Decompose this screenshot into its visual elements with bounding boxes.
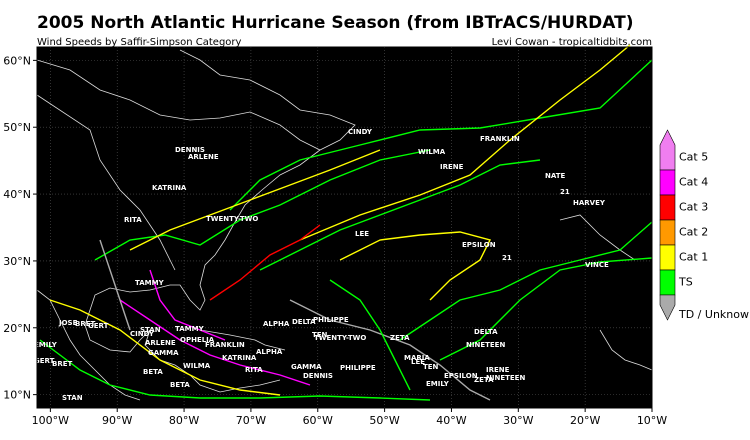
storm-label: EMILY (34, 341, 58, 349)
storm-label: EPSILON (444, 372, 478, 380)
storm-label: TEN (312, 331, 328, 339)
y-tick-label: 40°N (3, 188, 31, 201)
storm-tracks (39, 44, 653, 401)
storm-label: PHILIPPE (313, 316, 349, 324)
storm-label: GERT (88, 322, 109, 330)
storm-label: BETA (170, 381, 190, 389)
legend-swatch (659, 219, 676, 246)
legend-swatch (659, 169, 676, 196)
storm-label: ALPHA (256, 348, 283, 356)
storm-label: CINDY (130, 330, 155, 338)
storm-label: WILMA (183, 362, 211, 370)
storm-label: IRENE (486, 366, 510, 374)
storm-label: ZETA (474, 376, 494, 384)
storm-label: KATRINA (222, 354, 257, 362)
y-tick-label: 10°N (3, 389, 31, 402)
storm-label: NINETEEN (486, 374, 525, 382)
storm-label: OPHELIA (180, 336, 215, 344)
storm-label: WILMA (418, 148, 446, 156)
map-background (37, 47, 652, 408)
legend-swatch (659, 269, 676, 296)
storm-label: BETA (143, 368, 163, 376)
storm-label: ARLENE (188, 153, 219, 161)
y-tick-label: 60°N (3, 54, 31, 67)
x-tick-label: 90°W (102, 414, 132, 427)
storm-label: GERT (34, 357, 55, 365)
storm-label: DELTA (474, 328, 498, 336)
storm-label: JOSE (58, 319, 78, 327)
storm-label: VINCE (585, 261, 609, 269)
legend-label: Cat 5 (679, 151, 708, 164)
map-frame (36, 46, 653, 409)
storm-label: BRET (75, 320, 96, 328)
storm-label: CINDY (348, 128, 373, 136)
subtitle: Wind Speeds by Saffir-Simpson Category (37, 37, 242, 48)
storm-label: TEN (423, 363, 439, 371)
x-tick-label: 50°W (369, 414, 399, 427)
x-tick-label: 30°W (503, 414, 533, 427)
storm-label: TAMMY (135, 279, 165, 287)
legend-label: Cat 2 (679, 226, 708, 239)
title: 2005 North Atlantic Hurricane Season (fr… (37, 13, 634, 33)
storm-label: FRANKLIN (205, 341, 245, 349)
storm-label: NINETEEN (466, 341, 505, 349)
storm-label: NATE (545, 172, 566, 180)
credit: Levi Cowan - tropicaltidbits.com (492, 37, 652, 48)
x-tick-label: 20°W (570, 414, 600, 427)
storm-label: DENNIS (303, 372, 333, 380)
storm-label: GAMMA (291, 363, 322, 371)
storm-label: RITA (124, 216, 142, 224)
storm-label: FRANKLIN (480, 135, 520, 143)
y-tick-label: 30°N (3, 255, 31, 268)
storm-label: TWENTY-TWO (206, 215, 258, 223)
x-tick-label: 40°W (436, 414, 466, 427)
x-tick-label: 100°W (32, 414, 69, 427)
legend-label: Cat 4 (679, 176, 708, 189)
legend-label: Cat 1 (679, 251, 708, 264)
storm-label: TAMMY (175, 325, 205, 333)
legend-label: TS (678, 276, 693, 289)
storm-label: STAN (140, 326, 161, 334)
y-tick-label: 20°N (3, 322, 31, 335)
legend-swatch (659, 129, 676, 171)
storm-label: RITA (245, 366, 263, 374)
storm-label: ARLENE (145, 339, 176, 347)
storm-label: DENNIS (175, 146, 205, 154)
storm-label: GAMMA (148, 349, 179, 357)
storm-label: BRET (52, 360, 73, 368)
storm-label: HARVEY (573, 199, 606, 207)
storm-label: ZETA (390, 334, 410, 342)
storm-label: KATRINA (152, 184, 187, 192)
legend-label: Cat 3 (679, 201, 708, 214)
storm-label: 21 (502, 254, 512, 262)
storm-label: IRENE (440, 163, 464, 171)
legend-swatch (659, 294, 676, 321)
y-tick-label: 50°N (3, 121, 31, 134)
storm-label: EPSILON (462, 241, 496, 249)
storm-label: MARIA (404, 354, 430, 362)
x-tick-label: 70°W (236, 414, 266, 427)
storm-label: LEE (411, 358, 425, 366)
x-tick-label: 60°W (303, 414, 333, 427)
storm-label: STAN (62, 394, 83, 402)
storm-label: LEE (355, 230, 369, 238)
storm-label: TWENTY-TWO (314, 334, 366, 342)
coastline (36, 49, 653, 401)
legend-swatch (659, 194, 676, 221)
legend-swatch (659, 244, 676, 271)
storm-label: ALPHA (263, 320, 290, 328)
storm-label: 21 (560, 188, 570, 196)
legend-label: TD / Unknown (678, 308, 750, 321)
storm-label: PHILIPPE (340, 364, 376, 372)
x-tick-label: 80°W (169, 414, 199, 427)
storm-label: DELTA (292, 318, 316, 326)
x-tick-label: 10°W (637, 414, 667, 427)
storm-label: EMILY (426, 380, 450, 388)
